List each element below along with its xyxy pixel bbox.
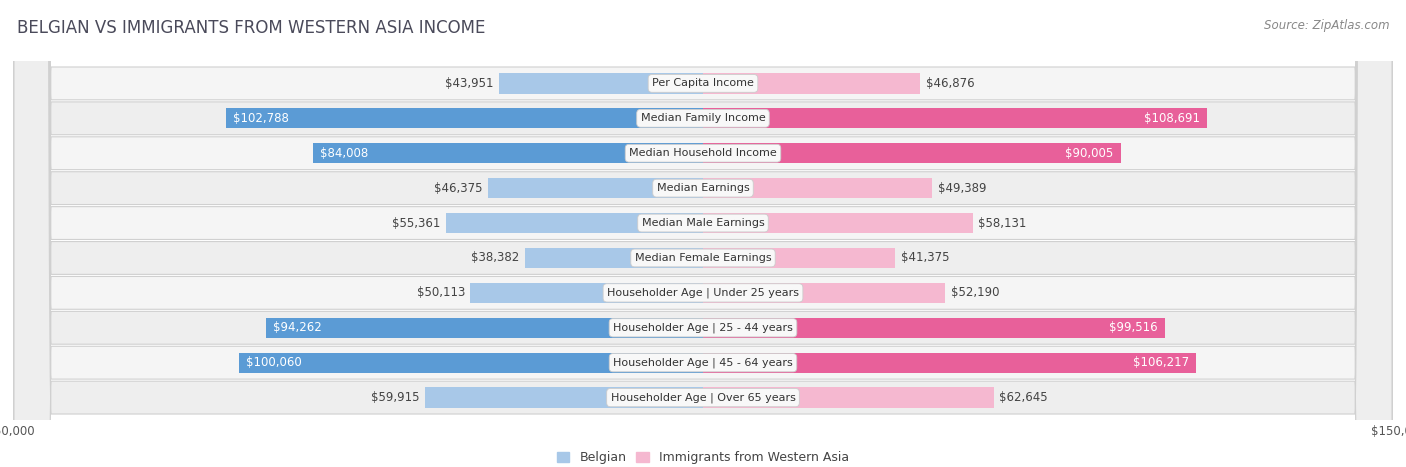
Text: $49,389: $49,389 [938,182,986,195]
Text: $52,190: $52,190 [950,286,1000,299]
Text: Source: ZipAtlas.com: Source: ZipAtlas.com [1264,19,1389,32]
FancyBboxPatch shape [14,0,1392,467]
Bar [226,108,703,128]
Text: $99,516: $99,516 [1109,321,1157,334]
Text: $46,375: $46,375 [434,182,482,195]
Bar [446,213,703,233]
Text: $108,691: $108,691 [1144,112,1201,125]
Bar [499,73,703,93]
FancyBboxPatch shape [14,0,1392,467]
Text: $59,915: $59,915 [371,391,419,404]
Bar [703,248,896,268]
Bar [425,388,703,408]
Text: Median Earnings: Median Earnings [657,183,749,193]
Text: $46,876: $46,876 [927,77,974,90]
Bar [239,353,703,373]
Text: $58,131: $58,131 [979,217,1026,230]
FancyBboxPatch shape [14,0,1392,467]
Bar [703,353,1197,373]
FancyBboxPatch shape [14,0,1392,467]
Text: Median Female Earnings: Median Female Earnings [634,253,772,263]
Bar [703,108,1208,128]
FancyBboxPatch shape [14,0,1392,467]
FancyBboxPatch shape [14,0,1392,467]
Text: BELGIAN VS IMMIGRANTS FROM WESTERN ASIA INCOME: BELGIAN VS IMMIGRANTS FROM WESTERN ASIA … [17,19,485,37]
Text: $55,361: $55,361 [392,217,440,230]
Text: $50,113: $50,113 [416,286,465,299]
Text: Householder Age | 25 - 44 years: Householder Age | 25 - 44 years [613,323,793,333]
Bar [703,73,921,93]
Bar [266,318,703,338]
Text: $84,008: $84,008 [321,147,368,160]
Text: $41,375: $41,375 [900,251,949,264]
FancyBboxPatch shape [14,0,1392,467]
Bar [703,178,932,198]
Text: Householder Age | 45 - 64 years: Householder Age | 45 - 64 years [613,357,793,368]
Text: $90,005: $90,005 [1066,147,1114,160]
Text: Median Household Income: Median Household Income [628,148,778,158]
Bar [703,283,945,303]
Bar [524,248,703,268]
Text: $100,060: $100,060 [246,356,301,369]
Text: Householder Age | Under 25 years: Householder Age | Under 25 years [607,288,799,298]
Text: $102,788: $102,788 [233,112,288,125]
Text: $43,951: $43,951 [446,77,494,90]
Bar [314,143,703,163]
Bar [471,283,703,303]
Bar [703,213,973,233]
Text: Median Male Earnings: Median Male Earnings [641,218,765,228]
Legend: Belgian, Immigrants from Western Asia: Belgian, Immigrants from Western Asia [553,447,853,467]
FancyBboxPatch shape [14,0,1392,467]
FancyBboxPatch shape [14,0,1392,467]
Bar [488,178,703,198]
Text: $38,382: $38,382 [471,251,519,264]
Text: $106,217: $106,217 [1133,356,1189,369]
Bar [703,388,994,408]
Text: $62,645: $62,645 [1000,391,1047,404]
Bar [703,143,1121,163]
Text: Median Family Income: Median Family Income [641,113,765,123]
FancyBboxPatch shape [14,0,1392,467]
Bar [703,318,1164,338]
Text: $94,262: $94,262 [273,321,322,334]
Text: Per Capita Income: Per Capita Income [652,78,754,88]
Text: Householder Age | Over 65 years: Householder Age | Over 65 years [610,392,796,403]
